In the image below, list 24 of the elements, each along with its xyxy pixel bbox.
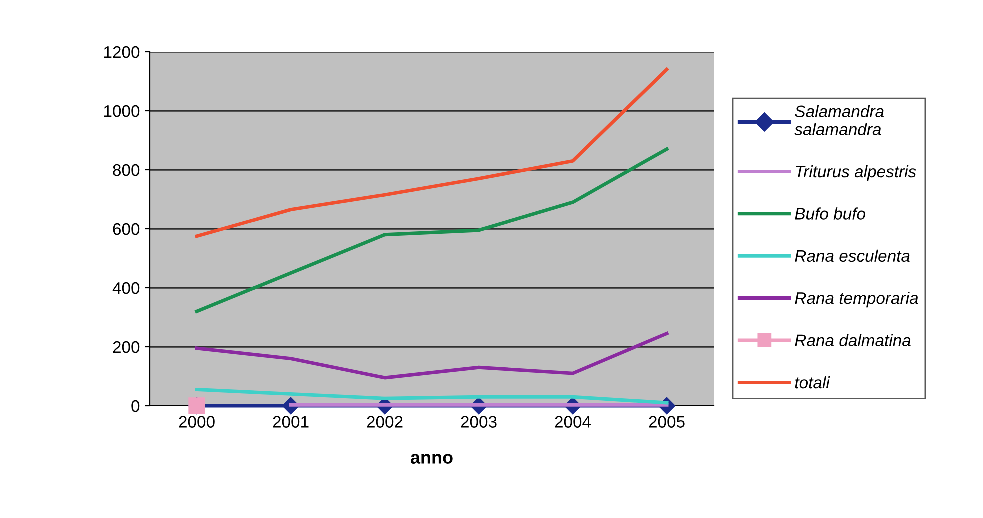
legend-label: Rana esculenta — [795, 250, 910, 262]
y-tick-label: 0 — [132, 400, 140, 412]
y-tick-label: 200 — [113, 341, 140, 354]
x-tick-label: 2002 — [367, 416, 403, 428]
line-series — [195, 148, 669, 314]
line-series — [195, 332, 669, 380]
legend-label: Rana dalmatina — [795, 334, 911, 347]
legend-label: Bufo bufo — [795, 208, 866, 220]
x-tick-label: 2004 — [555, 416, 592, 428]
y-tick-label: 800 — [113, 164, 140, 176]
x-tick-label: 2001 — [273, 416, 309, 428]
x-tick-label: 2000 — [179, 416, 215, 428]
x-axis-title: anno — [410, 454, 453, 464]
x-tick-label: 2003 — [461, 416, 497, 428]
legend-label: Rana temporaria — [795, 292, 918, 308]
y-tick-label: 1000 — [104, 105, 140, 118]
y-tick-label: 600 — [113, 223, 140, 236]
legend-label: Triturus alpestris — [796, 165, 916, 181]
x-tick-label: 2005 — [649, 416, 685, 428]
legend-label: totali — [795, 376, 830, 389]
y-tick-label: 400 — [112, 282, 140, 294]
line-series — [195, 68, 669, 238]
legend-label: Salamandra salamandra — [794, 105, 884, 136]
y-tick-label: 1200 — [104, 46, 140, 58]
